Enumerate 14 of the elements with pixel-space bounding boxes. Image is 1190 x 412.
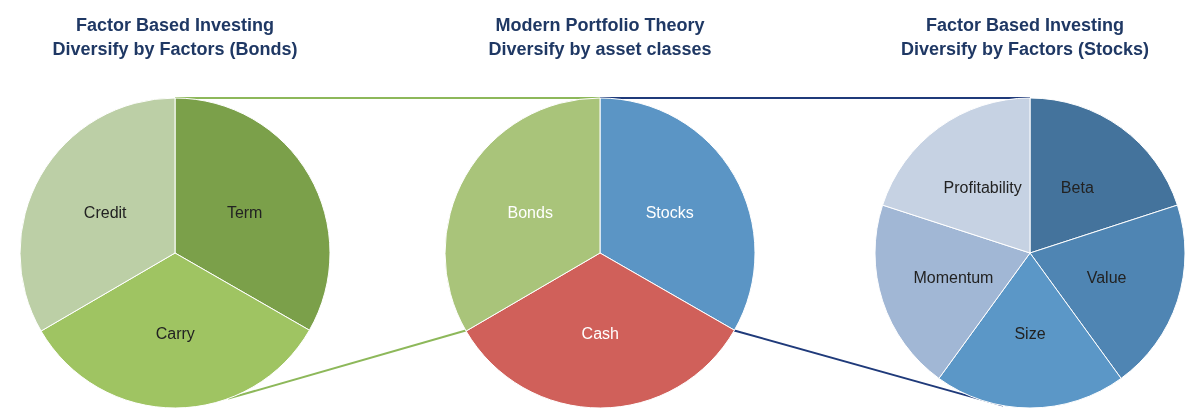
slice-label: Stocks [645,204,694,222]
slice-label: Value [1086,269,1127,287]
slice-label: Beta [1060,179,1094,197]
slice-label: Profitability [943,179,1022,197]
chart-title: Modern Portfolio Theory Diversify by asset classes [488,15,712,59]
slice-label: Bonds [507,204,553,222]
chart-title: Factor Based Investing Diversify by Factors (Stocks) [900,15,1150,59]
slice-label: Momentum [913,269,994,287]
slice-label: Size [1014,325,1046,342]
chart-title: Factor Based Investing Diversify by Factors (Bonds) [52,15,298,59]
slice-label: Carry [155,325,195,342]
slice-label: Term [226,204,263,222]
slice-label: Cash [581,325,619,342]
slice-label: Credit [83,204,128,222]
